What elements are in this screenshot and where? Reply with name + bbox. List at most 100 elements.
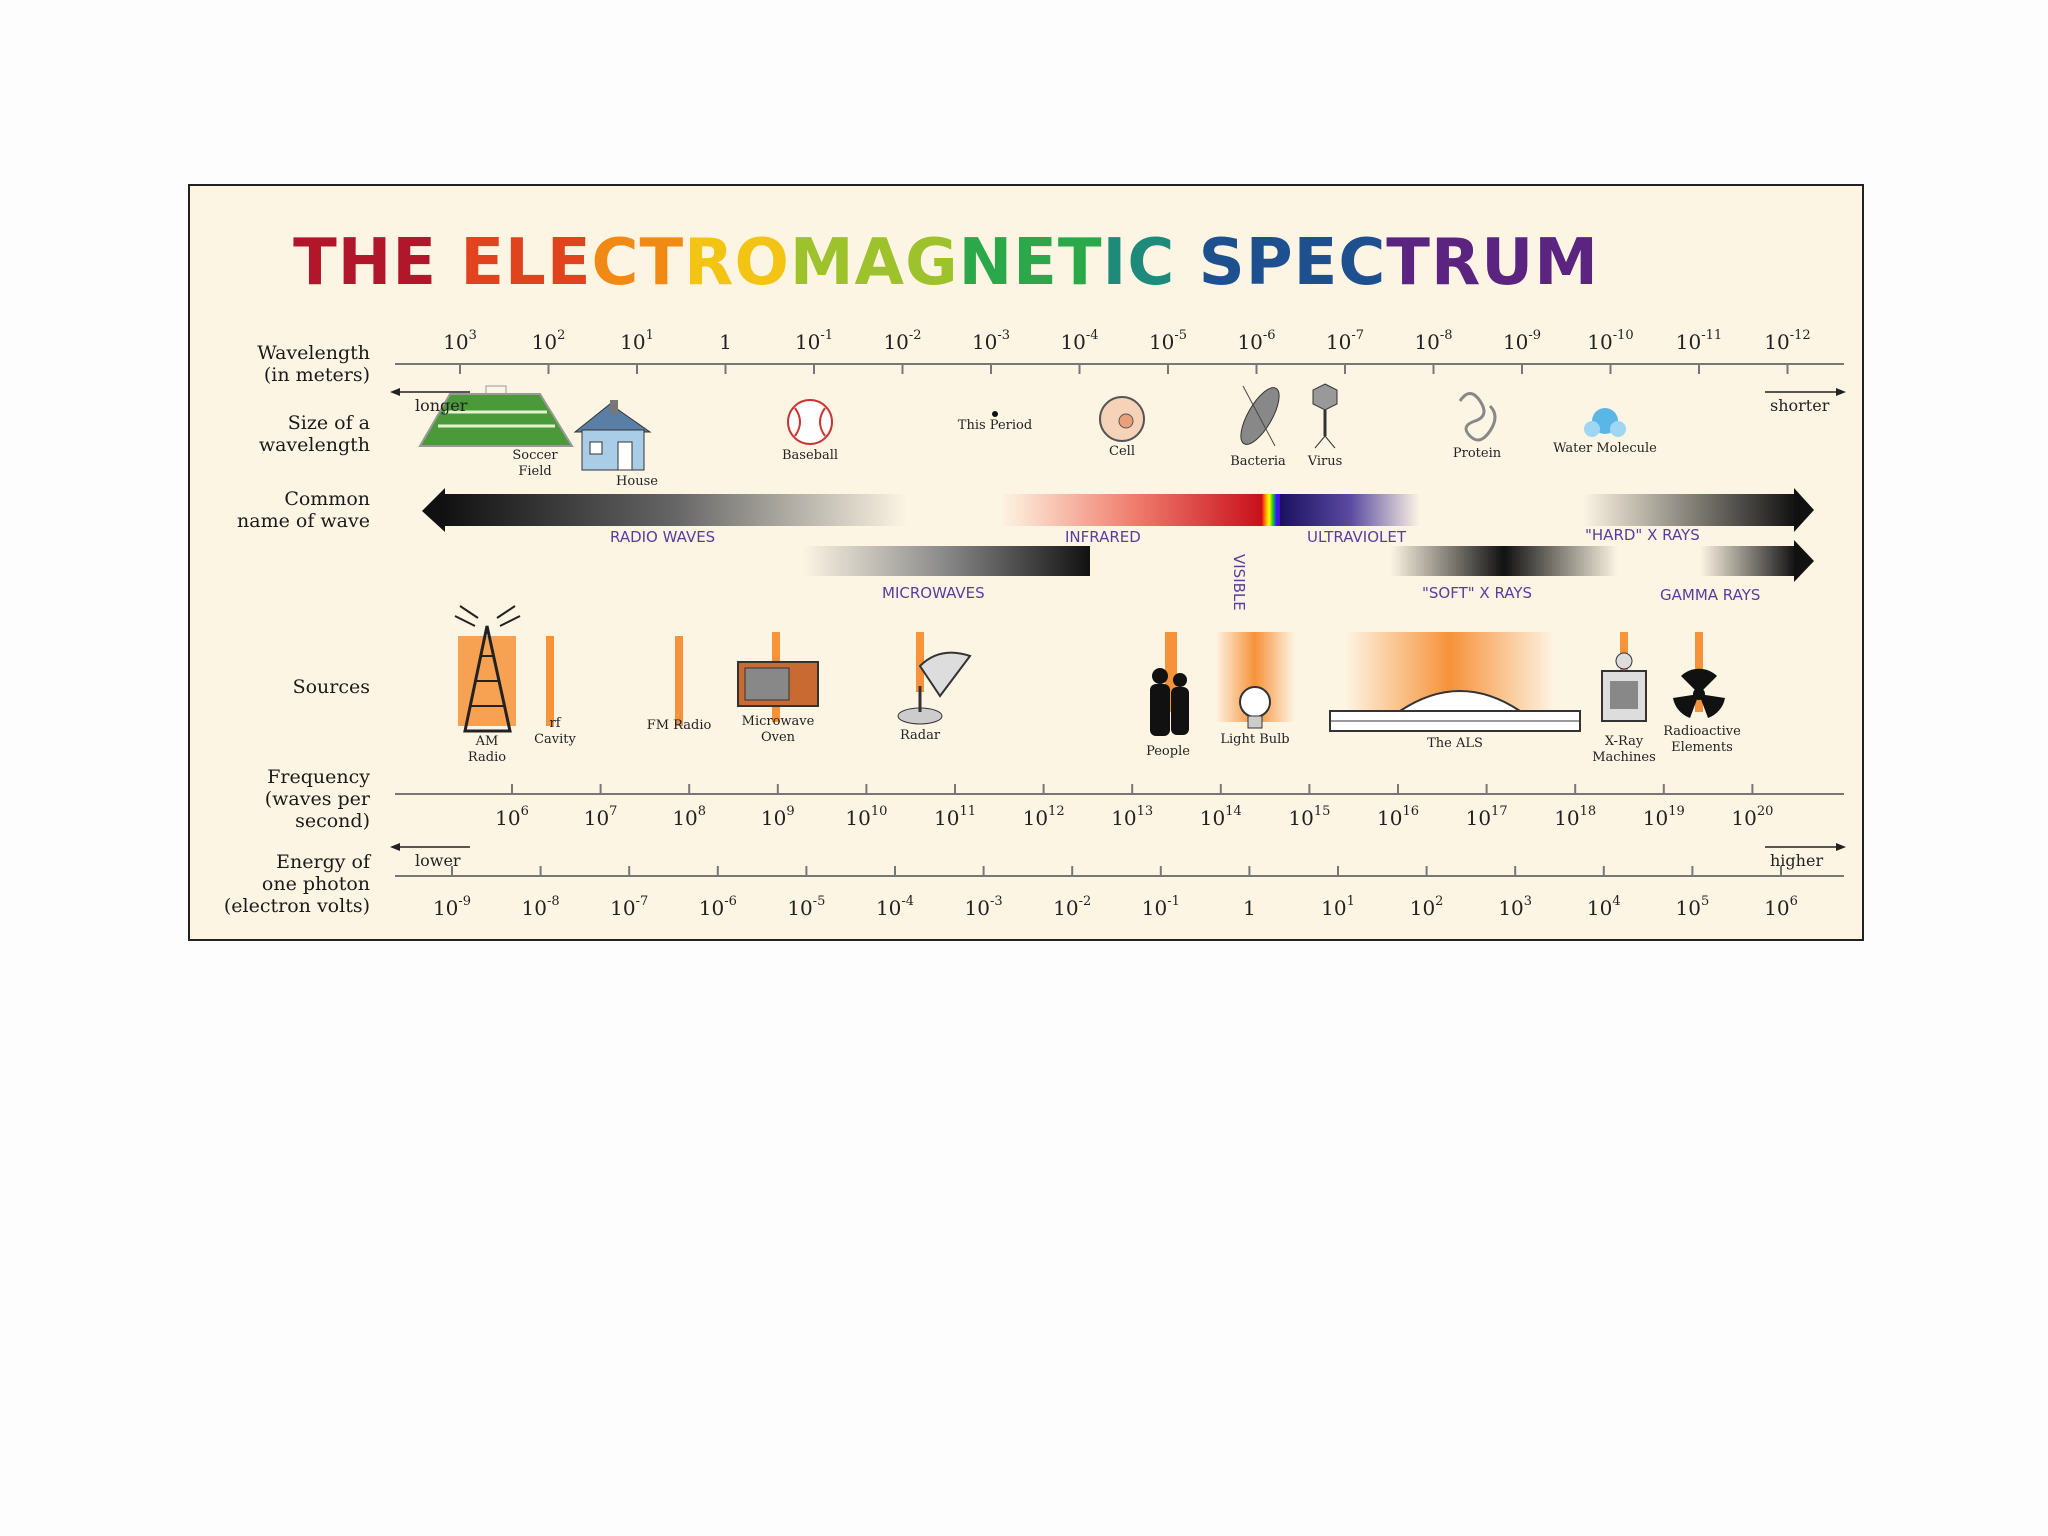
water-molecule-label: Water Molecule — [1553, 441, 1657, 456]
bacteria-icon — [1240, 385, 1280, 447]
wavelength-tick-label: 10-2 — [883, 328, 922, 354]
label-line: Oven — [760, 730, 796, 745]
title-segment: CT — [591, 226, 685, 300]
energy-tick-label: 1 — [1243, 896, 1256, 920]
title-segment: NET — [958, 226, 1103, 300]
energy-tick-label: 103 — [1498, 894, 1533, 920]
wavelength-tick-label: 10-9 — [1502, 328, 1542, 354]
energy-tick-label: 10-1 — [1141, 894, 1180, 920]
label-line: Cavity — [534, 732, 576, 747]
xray-machine-icon — [1601, 652, 1647, 722]
frequency-tick-label: 1020 — [1731, 804, 1774, 830]
wavelength-tick-label: 10-12 — [1764, 328, 1811, 354]
frequency-row-label: Frequency (waves per second) — [190, 766, 370, 832]
soft-xrays-label: "SOFT" X RAYS — [1422, 584, 1533, 602]
ultraviolet-label: ULTRAVIOLET — [1307, 528, 1407, 546]
frequency-tick-label: 1014 — [1199, 804, 1242, 830]
gamma-rays-label: GAMMA RAYS — [1660, 586, 1761, 604]
energy-tick-label: 10-7 — [610, 894, 649, 920]
label-line: AM — [475, 734, 499, 749]
energy-tick-label: 10-5 — [787, 894, 826, 920]
frequency-tick-label: 107 — [583, 804, 618, 830]
label-line: Radio — [467, 750, 507, 765]
infrared-label: INFRARED — [1065, 528, 1141, 546]
wavelength-tick-label: 10-5 — [1148, 328, 1188, 354]
energy-tick-label: 106 — [1764, 894, 1798, 920]
water-molecule-icon — [1584, 408, 1626, 437]
radar-label: Radar — [899, 728, 941, 743]
wavelength-tick-label: 10-7 — [1325, 328, 1365, 354]
energy-tick-label: 10-6 — [698, 894, 737, 920]
common-name-row-label: Common name of wave — [190, 488, 370, 532]
period-label: This Period — [957, 418, 1033, 433]
frequency-axis — [395, 784, 1844, 795]
people-icon — [1150, 668, 1189, 736]
label-line: Radioactive — [1663, 724, 1741, 739]
row-label-line: (electron volts) — [223, 895, 370, 917]
row-label-line: Frequency — [267, 766, 370, 788]
wavelength-tick-label: 101 — [620, 328, 654, 354]
row-label-line: name of wave — [237, 510, 370, 532]
row-label-line: Common — [284, 488, 370, 510]
rf-cavity-label: rf Cavity — [534, 716, 576, 748]
frequency-tick-label: 1017 — [1465, 804, 1508, 830]
als-building-icon — [1329, 690, 1581, 732]
wavelength-tick-label: 10-10 — [1587, 328, 1634, 354]
frequency-tick-label: 1015 — [1288, 804, 1331, 830]
baseball-icon — [787, 399, 833, 445]
microwave-oven-icon — [737, 661, 819, 707]
lower-label: lower — [415, 851, 461, 870]
als-label: The ALS — [1427, 736, 1483, 751]
energy-tick-label: 101 — [1321, 894, 1355, 920]
wavelength-tick-label: 10-11 — [1675, 328, 1723, 354]
shorter-arrow — [1765, 388, 1846, 396]
wavelength-tick-label: 10-4 — [1060, 328, 1099, 354]
light-bulb-label: Light Bulb — [1220, 732, 1290, 747]
cell-icon — [1099, 396, 1145, 442]
radar-dish-icon — [897, 651, 972, 725]
am-radio-label: AM Radio — [468, 734, 506, 766]
lower-arrow — [390, 843, 470, 851]
wavelength-tick-label: 10-1 — [794, 328, 834, 354]
energy-tick-label: 10-8 — [521, 894, 560, 920]
higher-arrow — [1765, 843, 1846, 851]
virus-icon — [1312, 383, 1338, 449]
row-label-line: second) — [295, 810, 370, 832]
microwave-oven-label: Microwave Oven — [742, 714, 815, 746]
hard-xrays-label: "HARD" X RAYS — [1585, 526, 1700, 544]
label-line: Soccer — [512, 448, 558, 463]
ultraviolet-band — [1280, 494, 1420, 526]
bacteria-label: Bacteria — [1230, 454, 1286, 469]
house-label: House — [616, 474, 658, 489]
wavelength-tick-label: 10-6 — [1237, 328, 1276, 354]
soccer-field-label: Soccer Field — [512, 448, 557, 480]
row-label-line: Wavelength — [257, 342, 370, 364]
people-label: People — [1146, 744, 1190, 759]
frequency-tick-label: 109 — [760, 804, 795, 830]
title-segment: THE — [293, 226, 461, 300]
wavelength-tick-label: 10-8 — [1414, 328, 1453, 354]
light-bulb-icon — [1239, 686, 1271, 729]
label-line: rf — [549, 716, 561, 731]
visible-band — [1262, 494, 1280, 526]
period-dot-icon — [992, 411, 998, 417]
energy-row-label: Energy of one photon (electron volts) — [190, 851, 370, 917]
title-segment: MAG — [789, 226, 959, 300]
frequency-tick-label: 1010 — [845, 804, 888, 830]
energy-tick-label: 10-3 — [964, 894, 1003, 920]
radiation-icon — [1673, 668, 1725, 718]
label-line: Elements — [1671, 740, 1733, 755]
title-segment: RO — [684, 226, 790, 300]
frequency-tick-label: 1018 — [1554, 804, 1597, 830]
label-line: X-Ray — [1604, 734, 1644, 749]
frequency-tick-label: 1016 — [1377, 804, 1419, 830]
row-label-line: (in meters) — [263, 364, 370, 386]
shorter-label: shorter — [1770, 396, 1830, 415]
virus-label: Virus — [1307, 454, 1343, 469]
spectrum-title: THE ELECTROMAGNETIC SPECTRUM — [110, 226, 1782, 300]
energy-tick-label: 10-4 — [875, 894, 915, 920]
size-row-label: Size of a wavelength — [190, 412, 370, 456]
energy-tick-label: 104 — [1586, 894, 1621, 920]
wavelength-tick-label: 10-3 — [971, 328, 1011, 354]
wavelength-row-label: Wavelength (in meters) — [190, 342, 370, 386]
